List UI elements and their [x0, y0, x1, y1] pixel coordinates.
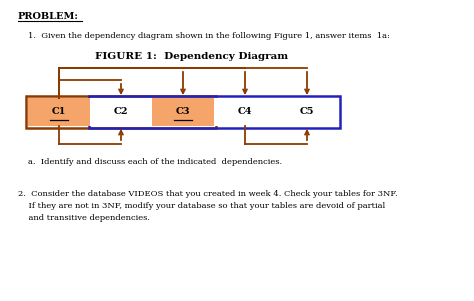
Bar — [276, 98, 338, 126]
Bar — [28, 98, 90, 126]
Text: C5: C5 — [300, 107, 314, 116]
Bar — [214, 98, 276, 126]
Text: PROBLEM:: PROBLEM: — [18, 12, 79, 21]
Text: C4: C4 — [238, 107, 252, 116]
Text: C1: C1 — [52, 107, 66, 116]
Text: C3: C3 — [176, 107, 190, 116]
Text: 2.  Consider the database VIDEOS that you created in week 4. Check your tables f: 2. Consider the database VIDEOS that you… — [18, 190, 398, 198]
Bar — [89, 96, 340, 128]
Text: If they are not in 3NF, modify your database so that your tables are devoid of p: If they are not in 3NF, modify your data… — [18, 202, 385, 210]
Text: 1.  Given the dependency diagram shown in the following Figure 1, answer items  : 1. Given the dependency diagram shown in… — [28, 32, 390, 40]
Text: C2: C2 — [114, 107, 128, 116]
Bar — [152, 98, 214, 126]
Bar — [26, 96, 216, 128]
Text: a.  Identify and discuss each of the indicated  dependencies.: a. Identify and discuss each of the indi… — [28, 158, 282, 166]
Text: FIGURE 1:  Dependency Diagram: FIGURE 1: Dependency Diagram — [95, 52, 288, 61]
Bar — [90, 98, 152, 126]
Text: and transitive dependencies.: and transitive dependencies. — [18, 214, 150, 222]
